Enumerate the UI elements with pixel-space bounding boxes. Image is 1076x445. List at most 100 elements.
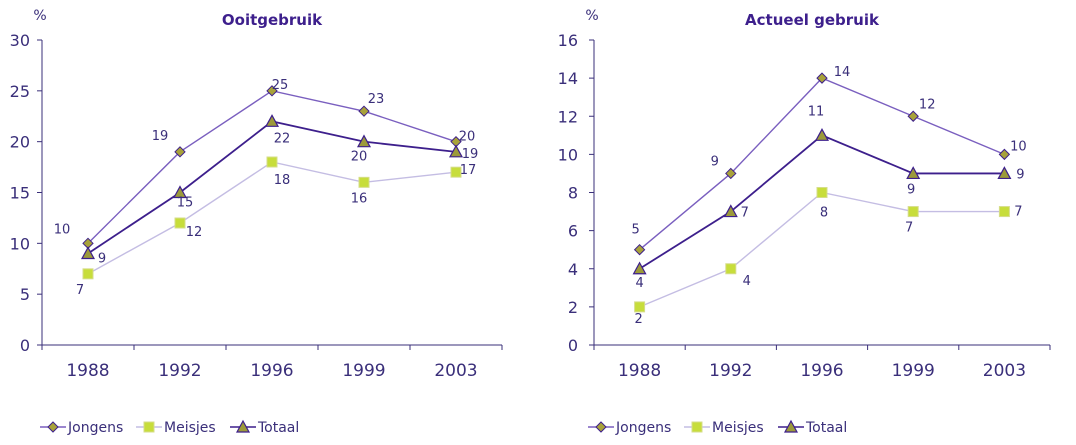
y-tick-label: 14 [558,69,578,88]
y-tick-label: 10 [10,234,30,253]
jongens-data-label: 5 [631,223,639,238]
y-tick-label: 10 [558,145,578,164]
y-tick-label: 16 [558,31,578,50]
legend-meisjes-marker [691,421,703,433]
legend: Jongens Meisjes Totaal [40,419,299,436]
series-meisjes: 2 4 8 7 7 [634,187,1023,327]
totaal-data-label: 11 [808,104,825,119]
x-tick-label: 1999 [892,361,935,381]
jongens-point [266,85,278,97]
y-tick-label: 0 [20,336,30,355]
totaal-point [632,261,647,275]
y-tick-label: 15 [10,184,30,203]
jongens-point [358,105,370,117]
totaal-data-label: 9 [1016,167,1024,182]
meisjes-data-label: 2 [634,312,642,327]
y-tick-label: 4 [568,260,578,279]
totaal-point [356,134,372,148]
x-tick-label: 1992 [158,361,201,381]
y-tick-label: 5 [20,285,30,304]
meisjes-point [174,217,186,229]
x-tick-label: 1988 [618,361,661,381]
meisjes-point [358,176,370,188]
totaal-data-label: 19 [462,147,479,162]
totaal-point [814,128,830,141]
totaal-point [997,166,1012,180]
y-axis-label: % [585,8,598,24]
legend-jongens-label: Jongens [67,420,123,436]
jongens-point [816,72,828,84]
jongens-point [725,167,737,180]
y-tick-label: 20 [10,133,30,152]
legend-jongens-marker [595,421,607,433]
meisjes-point [998,206,1010,218]
series-meisjes: 7 12 18 16 17 [76,156,477,298]
totaal-data-label: 7 [741,206,749,221]
totaal-line [639,134,1005,270]
totaal-data-label: 9 [907,182,915,197]
chart-actueel-gebruik: Actueel gebruik% 0 2 4 6 8 10 12 14 16 1988 1992 199… [558,8,1051,436]
y-axis-label: % [33,8,46,24]
jongens-data-label: 9 [711,154,719,169]
legend-jongens-label: Jongens [615,420,671,436]
legend-totaal-label: Totaal [257,420,299,436]
meisjes-data-label: 16 [351,191,368,206]
totaal-point [80,246,96,260]
y-tick-label: 2 [568,298,578,317]
jongens-data-label: 25 [272,78,289,93]
legend-meisjes-label: Meisjes [712,420,764,436]
jongens-data-label: 10 [1010,139,1027,154]
meisjes-data-label: 8 [820,206,828,221]
meisjes-data-label: 12 [186,225,203,240]
legend-totaal-label: Totaal [805,420,847,436]
y-tick-label: 30 [10,31,30,50]
jongens-data-label: 20 [459,130,476,145]
series-totaal: 4 7 11 9 9 [632,104,1025,291]
x-tick-label: 1996 [800,361,843,381]
totaal-data-label: 15 [177,196,194,211]
series-jongens: 5 9 14 12 10 [631,65,1027,256]
jongens-point [998,148,1011,161]
y-tick-label: 25 [10,82,30,101]
totaal-line [87,120,457,255]
legend: Jongens Meisjes Totaal [588,419,847,436]
totaal-point [448,144,464,158]
meisjes-point [725,263,737,275]
jongens-data-label: 14 [834,65,851,80]
y-tick-label: 6 [568,222,578,241]
meisjes-data-label: 7 [905,221,913,236]
jongens-data-label: 10 [54,222,71,237]
legend-totaal-marker [235,419,251,433]
legend-totaal-marker [783,419,799,433]
meisjes-data-label: 18 [274,173,291,188]
totaal-data-label: 22 [274,131,291,146]
legend-meisjes-marker [143,421,155,433]
meisjes-data-label: 17 [460,163,477,178]
meisjes-point [816,187,828,198]
x-tick-label: 1999 [342,361,385,381]
meisjes-point [450,166,462,178]
totaal-point [723,204,738,218]
jongens-data-label: 12 [919,97,936,112]
y-tick-label: 12 [558,107,578,126]
legend-jongens-marker [47,421,59,433]
series-jongens: 10 19 25 23 20 [54,78,476,250]
y-tick-label: 0 [568,336,578,355]
x-tick-label: 1988 [66,361,109,381]
jongens-data-label: 23 [368,92,385,107]
meisjes-data-label: 7 [76,283,84,298]
totaal-data-label: 9 [98,252,106,267]
meisjes-point [907,206,919,218]
chart-title: Actueel gebruik [745,11,880,29]
jongens-data-label: 19 [152,129,169,144]
meisjes-point [82,268,94,280]
jongens-point [907,110,919,122]
totaal-point [264,114,280,127]
totaal-data-label: 20 [351,150,368,165]
meisjes-data-label: 7 [1014,205,1022,220]
legend-meisjes-label: Meisjes [164,420,216,436]
y-tick-label: 8 [568,184,578,203]
totaal-point [906,166,921,180]
series-totaal: 9 15 22 20 19 [80,114,479,267]
